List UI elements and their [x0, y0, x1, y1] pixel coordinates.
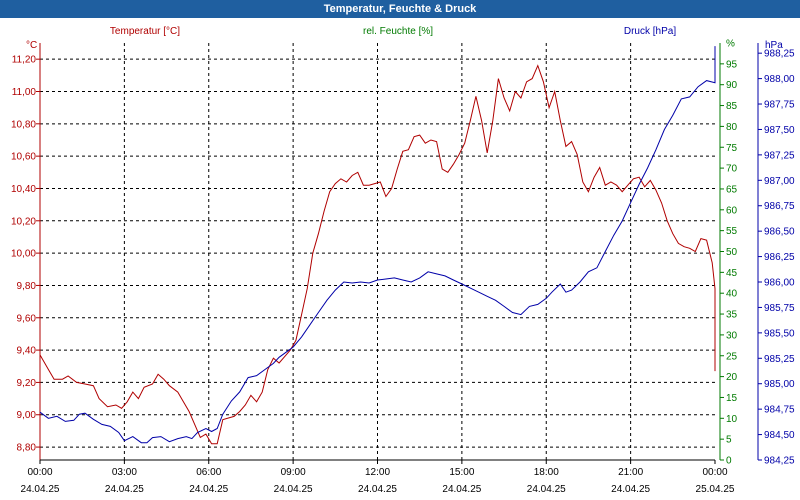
temp-tick-label: 8,80 [17, 443, 37, 454]
humidity-tick-label: 65 [726, 184, 738, 195]
humidity-tick-label: 40 [726, 289, 738, 300]
temp-tick-label: 10,60 [11, 152, 36, 163]
pressure-tick-label: 986,50 [764, 227, 795, 238]
pressure-tick-label: 987,75 [764, 100, 795, 111]
temp-tick-label: 9,00 [17, 410, 37, 421]
x-tick-date: 24.04.25 [527, 484, 566, 495]
series-lines [39, 46, 716, 445]
x-tick-date: 24.04.25 [358, 484, 397, 495]
pressure-tick-label: 988,00 [764, 74, 795, 85]
temp-tick-label: 9,40 [17, 346, 37, 357]
x-tick-date: 24.04.25 [189, 484, 228, 495]
pressure-tick-label: 986,75 [764, 201, 795, 212]
humidity-tick-label: 10 [726, 414, 738, 425]
temp-tick-label: 10,40 [11, 184, 36, 195]
x-tick-time: 03:00 [112, 467, 137, 478]
humidity-tick-label: 15 [726, 393, 738, 404]
humidity-tick-label: 55 [726, 226, 738, 237]
series-line-pressure [39, 46, 716, 444]
temp-tick-label: 9,20 [17, 378, 37, 389]
pressure-tick-label: 987,25 [764, 150, 795, 161]
x-tick-date: 24.04.25 [274, 484, 313, 495]
axis-labels: 00:00 24.04.25 03:00 24.04.25 06:00 24.04.25 0… [11, 39, 795, 496]
temp-tick-label: 11,00 [12, 87, 37, 98]
x-tick-time: 12:00 [365, 467, 390, 478]
temp-tick-label: 11,20 [12, 55, 37, 66]
humidity-tick-label: 5 [726, 435, 732, 446]
chart-axes [36, 43, 762, 464]
humidity-tick-label: % [726, 39, 735, 50]
humidity-tick-label: 80 [726, 122, 738, 133]
humidity-tick-label: 85 [726, 101, 738, 112]
humidity-tick-label: 20 [726, 372, 738, 383]
chart-grid [40, 43, 715, 460]
x-tick-time: 15:00 [449, 467, 474, 478]
unit-label-celsius: °C [26, 40, 37, 51]
x-tick-time: 00:00 [702, 467, 727, 478]
chart-title: Temperatur, Feuchte & Druck [0, 0, 800, 18]
pressure-tick-label: 985,75 [764, 303, 795, 314]
x-tick-date: 24.04.25 [105, 484, 144, 495]
pressure-tick-label: 987,50 [764, 125, 795, 136]
pressure-tick-label: 984,75 [764, 405, 795, 416]
x-tick-time: 09:00 [281, 467, 306, 478]
temp-tick-label: 9,60 [17, 313, 37, 324]
humidity-tick-label: 25 [726, 351, 738, 362]
humidity-tick-label: 60 [726, 205, 738, 216]
pressure-tick-label: 985,00 [764, 379, 795, 390]
humidity-tick-label: 50 [726, 247, 738, 258]
x-tick-date: 24.04.25 [21, 484, 60, 495]
x-tick-time: 00:00 [27, 467, 52, 478]
x-tick-date: 24.04.25 [442, 484, 481, 495]
humidity-tick-label: 95 [726, 59, 738, 70]
temp-tick-label: 9,80 [17, 281, 37, 292]
humidity-tick-label: 30 [726, 330, 738, 341]
pressure-tick-label: 985,25 [764, 354, 795, 365]
legend-pressure: Druck [hPa] [624, 26, 676, 37]
pressure-tick-label: 984,25 [764, 456, 795, 467]
pressure-tick-label: 988,25 [764, 49, 795, 60]
pressure-tick-label: 986,00 [764, 278, 795, 289]
humidity-tick-label: 75 [726, 143, 738, 154]
pressure-tick-label: 987,00 [764, 176, 795, 187]
humidity-tick-label: 35 [726, 310, 738, 321]
x-tick-time: 06:00 [196, 467, 221, 478]
pressure-tick-label: 986,25 [764, 252, 795, 263]
chart-canvas: 00:00 24.04.25 03:00 24.04.25 06:00 24.04.25 0… [11, 26, 795, 496]
temp-tick-label: 10,20 [11, 216, 36, 227]
humidity-tick-label: 0 [726, 456, 732, 467]
temp-tick-label: 10,80 [11, 119, 36, 130]
temp-tick-label: 10,00 [11, 249, 36, 260]
pressure-tick-label: 985,50 [764, 328, 795, 339]
legend-temperature: Temperatur [°C] [110, 26, 180, 37]
legend-humidity: rel. Feuchte [%] [363, 26, 433, 37]
humidity-tick-label: 70 [726, 164, 738, 175]
x-tick-time: 21:00 [618, 467, 643, 478]
series-line-temperature [39, 64, 716, 445]
x-tick-date: 24.04.25 [611, 484, 650, 495]
humidity-tick-label: 45 [726, 268, 738, 279]
pressure-tick-label: 984,50 [764, 430, 795, 441]
unit-label-hpa: hPa [765, 40, 783, 51]
humidity-tick-label: 90 [726, 80, 738, 91]
x-tick-time: 18:00 [534, 467, 559, 478]
x-tick-date: 25.04.25 [696, 484, 735, 495]
